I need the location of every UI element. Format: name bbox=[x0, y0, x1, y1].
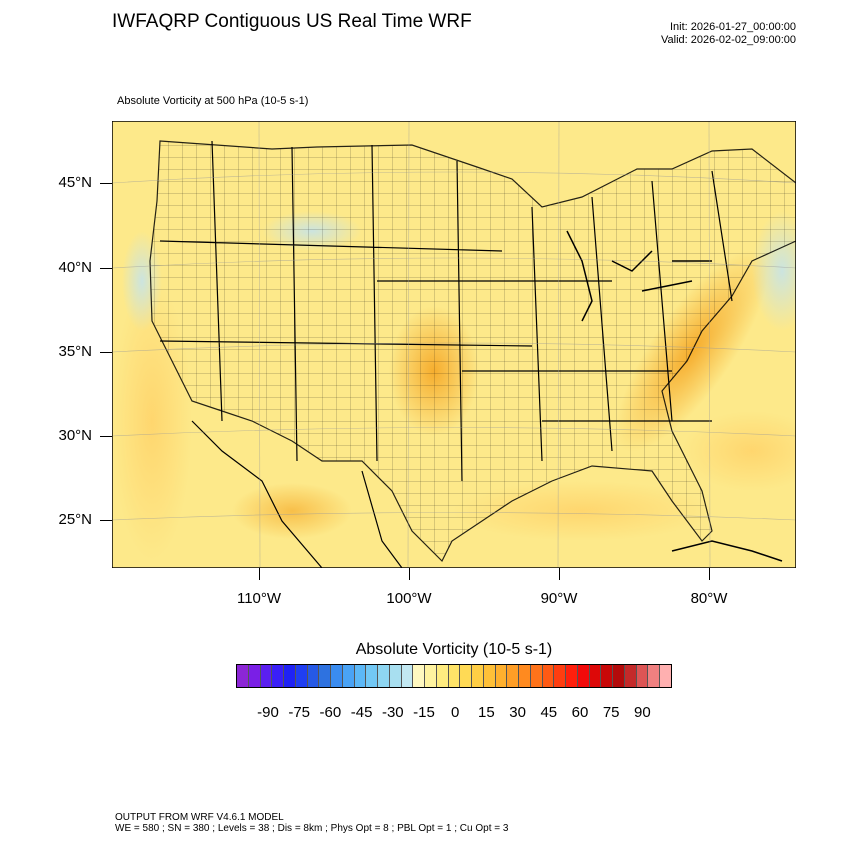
colorbar-swatch bbox=[624, 665, 637, 687]
colorbar-swatch bbox=[448, 665, 461, 687]
colorbar-swatch bbox=[272, 665, 284, 687]
colorbar-swatch bbox=[425, 665, 437, 687]
colorbar-label: 60 bbox=[571, 704, 589, 721]
colorbar-label: 0 bbox=[451, 704, 460, 721]
lat-tick bbox=[100, 520, 112, 521]
colorbar-swatch bbox=[589, 665, 602, 687]
colorbar-label: 75 bbox=[602, 704, 620, 721]
colorbar-swatch bbox=[319, 665, 331, 687]
colorbar-swatch bbox=[648, 665, 660, 687]
colorbar-swatch bbox=[554, 665, 566, 687]
lat-tick bbox=[100, 352, 112, 353]
colorbar-swatch bbox=[378, 665, 390, 687]
colorbar-swatch bbox=[530, 665, 543, 687]
lon-label-80w: 80°W bbox=[690, 590, 728, 607]
plot-title: IWFAQRP Contiguous US Real Time WRF bbox=[112, 11, 472, 32]
lat-tick bbox=[100, 268, 112, 269]
lat-tick bbox=[100, 436, 112, 437]
lon-label-110w: 110°W bbox=[236, 590, 282, 607]
lon-tick bbox=[409, 568, 410, 580]
lon-label-90w: 90°W bbox=[540, 590, 578, 607]
colorbar-swatch bbox=[601, 665, 613, 687]
lon-tick bbox=[259, 568, 260, 580]
colorbar-swatch bbox=[507, 665, 519, 687]
colorbar-swatch bbox=[366, 665, 378, 687]
colorbar-swatch bbox=[401, 665, 414, 687]
colorbar-swatch bbox=[342, 665, 355, 687]
init-time: Init: 2026-01-27_00:00:00 bbox=[670, 21, 796, 33]
lat-tick bbox=[100, 183, 112, 184]
colorbar-label: 45 bbox=[540, 704, 558, 721]
colorbar-swatch bbox=[436, 665, 449, 687]
colorbar-label: -15 bbox=[413, 704, 435, 721]
colorbar-swatch bbox=[284, 665, 296, 687]
vorticity-map bbox=[112, 121, 796, 568]
colorbar-swatch bbox=[295, 665, 308, 687]
lat-label-25n: 25°N bbox=[58, 511, 92, 528]
colorbar-label: -90 bbox=[257, 704, 279, 721]
graticule bbox=[112, 121, 796, 568]
colorbar-label: -60 bbox=[319, 704, 342, 721]
colorbar-label: 90 bbox=[634, 704, 651, 721]
lon-tick bbox=[559, 568, 560, 580]
lon-tick bbox=[709, 568, 710, 580]
colorbar-swatch bbox=[248, 665, 261, 687]
colorbar-label: -75 bbox=[288, 704, 311, 721]
colorbar-label: 15 bbox=[478, 704, 495, 721]
lon-label-100w: 100°W bbox=[386, 590, 432, 607]
colorbar-swatch bbox=[519, 665, 531, 687]
lat-label-45n: 45°N bbox=[58, 174, 92, 191]
colorbar-swatch bbox=[495, 665, 508, 687]
colorbar-label: -30 bbox=[381, 704, 404, 721]
valid-time: Valid: 2026-02-02_09:00:00 bbox=[661, 34, 796, 46]
field-subtitle: Absolute Vorticity at 500 hPa (10-5 s-1) bbox=[117, 95, 309, 107]
colorbar-swatch bbox=[472, 665, 484, 687]
colorbar-swatch bbox=[566, 665, 578, 687]
colorbar-swatch bbox=[636, 665, 649, 687]
mexico-coast bbox=[191, 420, 403, 568]
colorbar-swatch bbox=[613, 665, 625, 687]
colorbar-swatch bbox=[460, 665, 472, 687]
great-lakes bbox=[566, 230, 712, 322]
colorbar-swatch bbox=[307, 665, 320, 687]
vorticity-band-atlantic bbox=[682, 411, 796, 491]
colorbar-swatch bbox=[413, 665, 425, 687]
colorbar-label: -45 bbox=[350, 704, 373, 721]
colorbar-title: Absolute Vorticity (10-5 s-1) bbox=[355, 641, 553, 658]
lat-label-30n: 30°N bbox=[58, 427, 92, 444]
colorbar-swatch bbox=[260, 665, 273, 687]
vorticity-band-mexico bbox=[232, 483, 352, 539]
colorbar-swatch bbox=[237, 665, 249, 687]
colorbar-swatch bbox=[483, 665, 496, 687]
cuba-coast bbox=[671, 540, 783, 562]
lat-label-35n: 35°N bbox=[58, 343, 92, 360]
lat-label-40n: 40°N bbox=[58, 259, 92, 276]
model-settings: WE = 580 ; SN = 380 ; Levels = 38 ; Dis … bbox=[115, 823, 509, 834]
model-info: OUTPUT FROM WRF V4.6.1 MODEL bbox=[115, 812, 284, 823]
colorbar-label: 30 bbox=[509, 704, 526, 721]
colorbar-swatch bbox=[331, 665, 343, 687]
colorbar-swatch bbox=[542, 665, 555, 687]
colorbar-swatch bbox=[577, 665, 590, 687]
colorbar-swatch bbox=[389, 665, 402, 687]
state-borders bbox=[159, 140, 733, 482]
colorbar-swatch bbox=[354, 665, 367, 687]
colorbar-swatch bbox=[660, 665, 671, 687]
colorbar bbox=[236, 664, 672, 688]
